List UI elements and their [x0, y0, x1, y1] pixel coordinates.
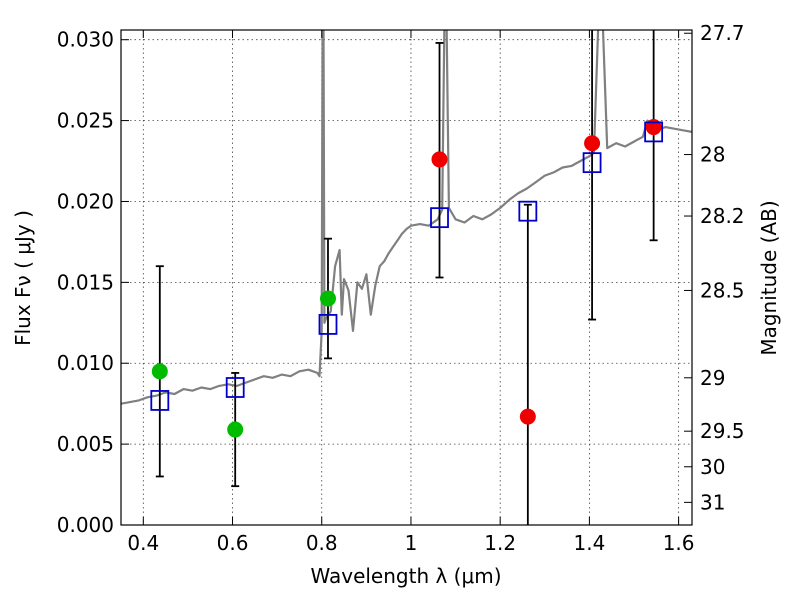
x-tick-label: 1.4	[573, 531, 605, 555]
errorbar-layer	[155, 30, 658, 525]
magnitude-tick-label: 28	[700, 143, 725, 167]
y-axis-ticks: 0.000 0.005 0.010 0.015 0.020 0.025 0.030	[57, 28, 129, 537]
observed-flux-point	[431, 151, 448, 168]
x-tick-label: 0.8	[306, 531, 338, 555]
plot-frame	[120, 29, 693, 526]
observed-flux-point	[319, 290, 336, 307]
observed-flux-point	[151, 363, 168, 380]
model-box-layer	[150, 121, 664, 411]
model-flux-box	[518, 200, 538, 222]
y-tick-label: 0.005	[57, 432, 114, 456]
y-tick-label: 0.010	[57, 351, 114, 375]
y-tick-label: 0.015	[57, 270, 114, 294]
x-tick-label: 1.6	[663, 531, 695, 555]
magnitude-tick-label: 29	[700, 366, 725, 390]
y-tick-label: 0.030	[57, 28, 114, 52]
model-flux-box	[582, 152, 602, 174]
magnitude-tick-label: 28.5	[700, 278, 745, 302]
magnitude-tick-label: 28.2	[700, 204, 745, 228]
magnitude-axis-ticks: 27.7 28 28.2 28.5 29 29.5 30 31	[684, 21, 745, 514]
magnitude-tick-label: 31	[700, 490, 725, 514]
model-flux-box	[430, 207, 449, 229]
model-flux-box	[150, 390, 170, 411]
x-tick-label: 0.6	[217, 531, 249, 555]
observed-flux-point	[227, 421, 244, 438]
y-tick-label: 0.025	[57, 109, 114, 133]
magnitude-tick-label: 29.5	[700, 419, 745, 443]
model-spectrum-line	[121, 30, 692, 405]
magnitude-tick-label: 27.7	[700, 21, 745, 45]
x-tick-label: 1.2	[484, 531, 516, 555]
observed-flux-point	[519, 408, 536, 425]
y2-axis-label: Magnitude (AB)	[757, 200, 781, 355]
y-axis-label: Flux Fν ( μJy )	[11, 210, 35, 346]
model-flux-box	[225, 377, 245, 398]
model-flux-box	[644, 121, 664, 143]
observed-flux-point	[645, 119, 662, 136]
model-flux-box	[318, 314, 338, 335]
observation-layer	[151, 119, 662, 438]
x-axis-ticks: 0.4 0.6 0.8 1 1.2 1.4 1.6	[127, 30, 695, 555]
observed-flux-point	[584, 135, 601, 152]
y-tick-label: 0.000	[57, 513, 114, 537]
x-axis-label: Wavelength λ (μm)	[310, 564, 501, 588]
y-tick-label: 0.020	[57, 189, 114, 213]
x-tick-label: 0.4	[127, 531, 159, 555]
magnitude-tick-label: 30	[700, 455, 725, 479]
grid	[121, 30, 692, 526]
spectrum-layer	[121, 30, 692, 405]
x-tick-label: 1	[405, 531, 418, 555]
